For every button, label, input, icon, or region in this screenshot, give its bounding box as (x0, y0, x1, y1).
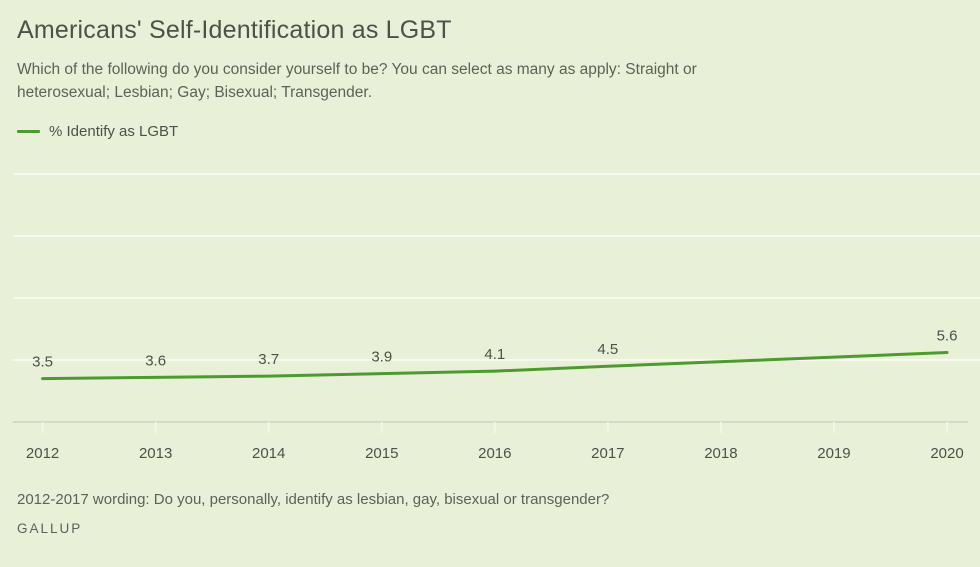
data-value-label: 3.7 (258, 351, 279, 368)
lgbt-trend-line-chart: 2012 2013 2014 2015 2016 2017 2018 2019 2020 3.5 3… (13, 173, 980, 462)
chart-legend: % Identify as LGBT (17, 123, 178, 140)
x-axis-year-label: 2012 (26, 445, 59, 462)
subtitle-line-1: Which of the following do you consider y… (17, 61, 697, 78)
x-axis-year-label: 2018 (704, 445, 737, 462)
x-axis-year-label: 2016 (478, 445, 511, 462)
source-label: GALLUP (17, 521, 83, 536)
wording-footnote: 2012-2017 wording: Do you, personally, i… (17, 491, 610, 508)
x-axis-year-label: 2017 (591, 445, 624, 462)
legend-line-icon (17, 130, 40, 133)
data-value-label: 4.1 (484, 346, 505, 363)
x-axis-year-label: 2014 (252, 445, 285, 462)
subtitle-line-2: heterosexual; Lesbian; Gay; Bisexual; Tr… (17, 84, 372, 101)
x-axis-year-label: 2015 (365, 445, 398, 462)
data-value-label: 5.6 (937, 328, 958, 345)
x-axis-year-label: 2019 (817, 445, 850, 462)
data-value-label: 4.5 (597, 341, 618, 358)
legend-label: % Identify as LGBT (49, 123, 179, 140)
x-axis-year-label: 2020 (930, 445, 963, 462)
data-value-label: 3.6 (145, 352, 166, 369)
trend-line (41, 351, 949, 381)
chart-question: Which of the following do you consider y… (17, 58, 697, 104)
data-value-label: 3.9 (371, 349, 392, 366)
x-axis-year-label: 2013 (139, 445, 172, 462)
data-value-label: 3.5 (32, 354, 53, 371)
page-title: Americans' Self-Identification as LGBT (17, 16, 452, 44)
